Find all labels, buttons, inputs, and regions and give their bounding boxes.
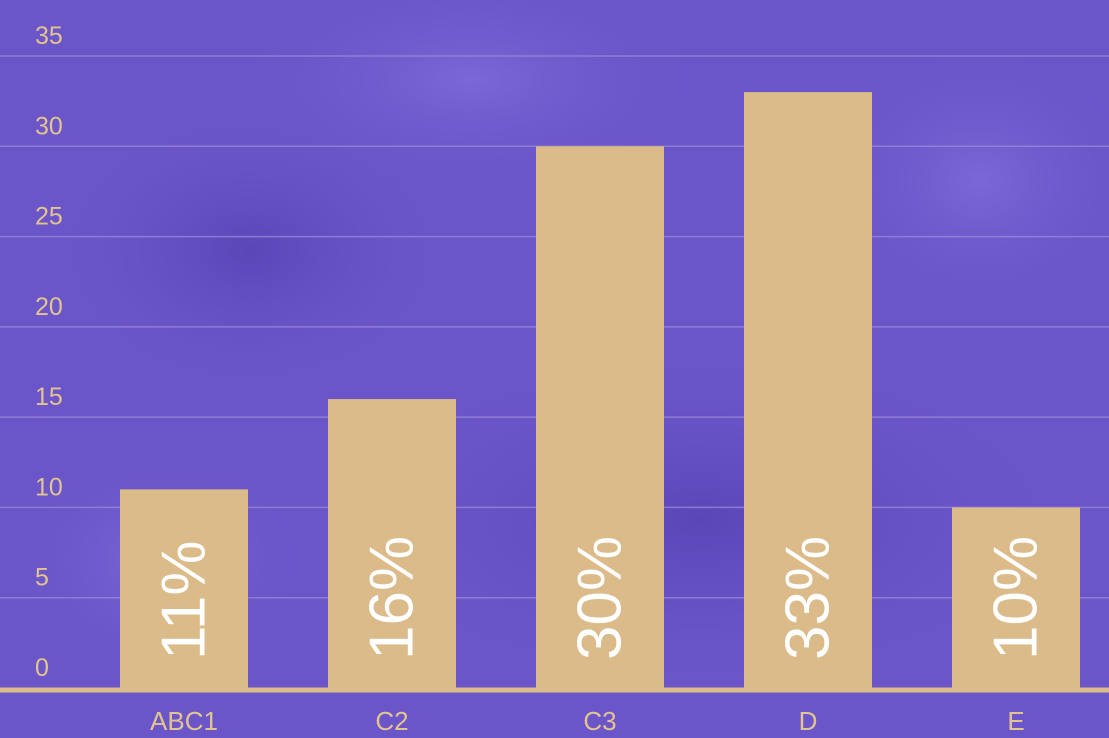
y-tick-label: 30 [35,112,63,140]
y-tick-label: 25 [35,203,63,231]
x-tick-label: E [1007,706,1024,736]
data-label: 16% [358,536,427,660]
data-label: 30% [566,536,635,660]
data-label: 33% [774,536,843,660]
x-tick-label: D [799,706,818,736]
bar [120,489,248,688]
x-tick-label: ABC1 [150,706,218,736]
x-tick-label: C2 [375,706,408,736]
data-label: 11% [150,541,219,661]
bar [744,92,872,689]
bar [328,399,456,688]
y-tick-label: 10 [35,473,63,501]
y-tick-label: 5 [35,564,49,592]
bar [536,146,664,689]
data-label: 10% [982,536,1051,660]
y-tick-label: 35 [35,22,63,50]
x-tick-label: C3 [583,706,616,736]
y-tick-label: 15 [35,383,63,411]
bar [952,507,1080,688]
y-tick-label: 20 [35,293,63,321]
y-tick-label: 0 [35,654,49,682]
